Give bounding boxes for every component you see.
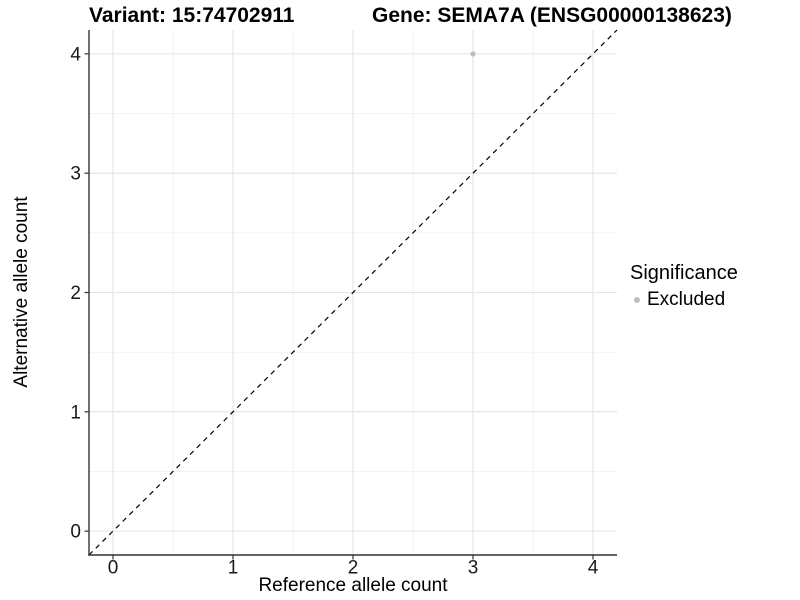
legend: Significance Excluded <box>630 262 738 311</box>
y-axis-title: Alternative allele count <box>11 196 32 388</box>
x-tick-label: 4 <box>588 558 599 579</box>
x-tick-label: 2 <box>348 558 359 579</box>
identity-line <box>88 29 618 556</box>
x-axis-title: Reference allele count <box>258 575 448 596</box>
y-tick-label: 1 <box>70 402 81 423</box>
legend-title: Significance <box>630 262 738 284</box>
data-point <box>470 51 476 57</box>
plot-title-variant: Variant: 15:74702911 <box>89 4 295 27</box>
y-tick-label: 3 <box>70 164 81 185</box>
legend-item-excluded: Excluded <box>630 289 738 311</box>
x-tick-label: 0 <box>108 558 119 579</box>
y-tick-label: 4 <box>70 44 81 65</box>
y-tick-label: 0 <box>70 522 81 543</box>
y-tick-label: 2 <box>70 283 81 304</box>
legend-item-label: Excluded <box>647 289 726 310</box>
x-tick-label: 3 <box>468 558 479 579</box>
plot-title-gene: Gene: SEMA7A (ENSG00000138623) <box>372 4 732 27</box>
x-tick-label: 1 <box>228 558 239 579</box>
legend-point-icon <box>634 297 640 303</box>
